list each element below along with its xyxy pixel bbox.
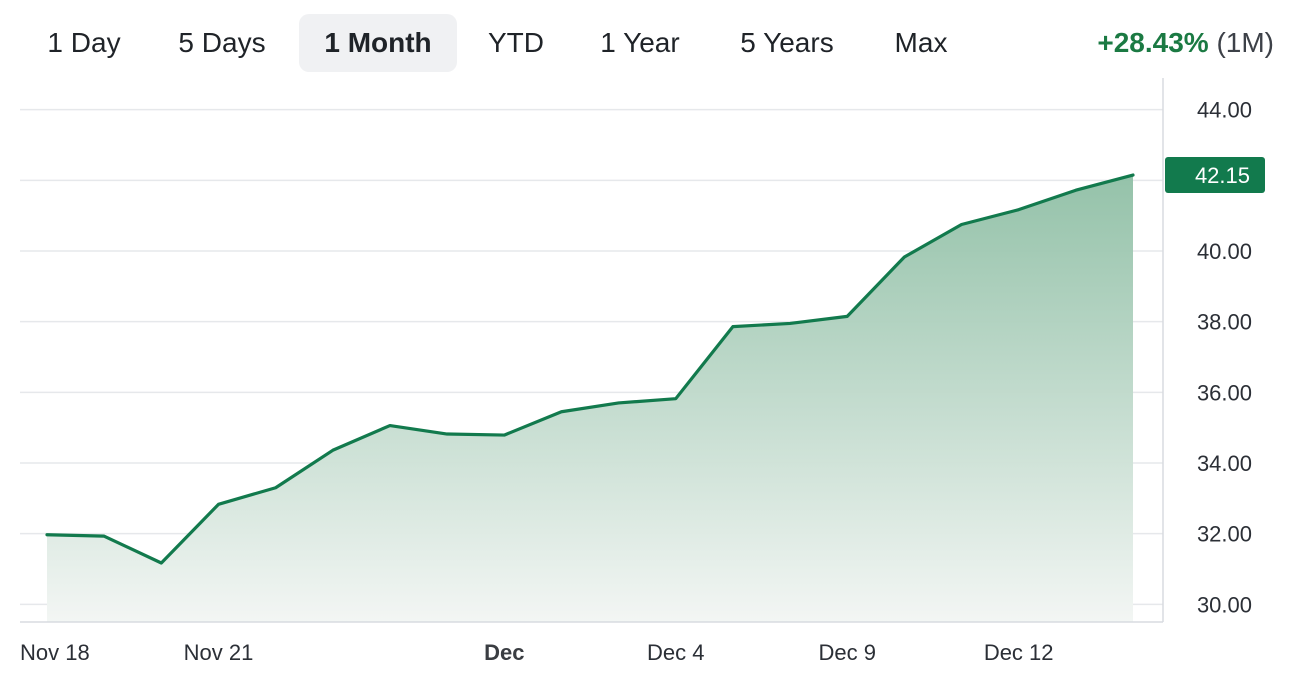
x-tick-label: Dec bbox=[484, 640, 524, 665]
y-tick-label: 34.00 bbox=[1197, 451, 1252, 476]
y-tick-label: 32.00 bbox=[1197, 522, 1252, 547]
last-price-tag bbox=[1165, 157, 1265, 194]
x-tick-label: Dec 12 bbox=[984, 640, 1054, 665]
last-price-label: 42.15 bbox=[1195, 163, 1250, 188]
x-tick-label: Dec 9 bbox=[818, 640, 875, 665]
range-tab-5-days[interactable]: 5 Days bbox=[178, 27, 266, 58]
performance-period: (1M) bbox=[1216, 27, 1274, 58]
range-tab-max[interactable]: Max bbox=[894, 27, 948, 58]
x-tick-label: Nov 18 bbox=[20, 640, 90, 665]
y-tick-label: 30.00 bbox=[1197, 592, 1252, 617]
price-area bbox=[47, 175, 1133, 623]
x-tick-label: Dec 4 bbox=[647, 640, 704, 665]
time-range-selector: 1 Day 5 Days 1 Month YTD 1 Year 5 Years … bbox=[0, 14, 1294, 72]
x-tick-label: Nov 21 bbox=[184, 640, 254, 665]
range-tab-1-month[interactable]: 1 Month bbox=[299, 14, 457, 72]
range-tab-5-years[interactable]: 5 Years bbox=[740, 27, 834, 58]
performance-summary: +28.43% (1M) bbox=[1097, 14, 1274, 72]
y-tick-label: 40.00 bbox=[1197, 239, 1252, 264]
performance-change: +28.43% bbox=[1097, 27, 1209, 58]
range-tab-ytd[interactable]: YTD bbox=[488, 27, 544, 58]
range-tab-1-year[interactable]: 1 Year bbox=[600, 27, 680, 58]
y-tick-label: 36.00 bbox=[1197, 380, 1252, 405]
price-line bbox=[45, 173, 1135, 565]
y-tick-label: 44.00 bbox=[1197, 98, 1252, 123]
y-tick-label: 38.00 bbox=[1197, 310, 1252, 335]
range-tab-1-day[interactable]: 1 Day bbox=[47, 27, 121, 58]
